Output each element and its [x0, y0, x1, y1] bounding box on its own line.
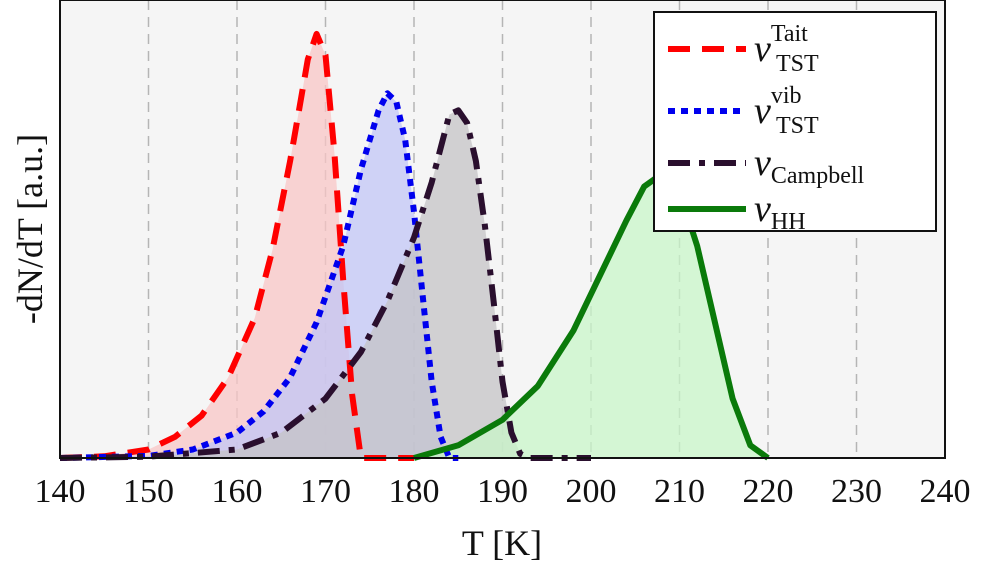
x-tick-label: 140: [35, 473, 86, 510]
x-tick-label: 210: [654, 473, 705, 510]
series-line-2: [59, 107, 591, 461]
x-axis-label: T [K]: [462, 523, 542, 563]
x-tick-label: 150: [123, 473, 174, 510]
x-tick-label: 180: [389, 473, 440, 510]
x-tick-label: 170: [300, 473, 351, 510]
legend-label-1: νvib TST: [754, 83, 819, 139]
x-tick-label: 240: [920, 473, 971, 510]
series-area-2: [60, 110, 591, 459]
x-tick-label: 200: [566, 473, 617, 510]
x-tick-labels: 140 150 160 170 180 190 200 210 220 230 240: [35, 473, 971, 510]
x-tick-label: 190: [477, 473, 528, 510]
legend-label-0: νTait TST: [754, 21, 819, 77]
series-area-3: [414, 173, 768, 458]
legend-box: [653, 11, 937, 232]
legend-label-3: νHH: [754, 188, 806, 235]
x-tick-label: 230: [831, 473, 882, 510]
x-tick-label: 160: [212, 473, 263, 510]
series-lines: [59, 30, 770, 461]
series-line-0: [59, 30, 414, 461]
plot-frame: [59, 0, 946, 459]
series-line-1: [59, 90, 459, 461]
legend-label-2: νCampbell: [754, 142, 865, 189]
series-line-3: [413, 170, 770, 461]
y-axis-label: -dN/dT [a.u.]: [10, 134, 50, 324]
x-tick-label: 220: [743, 473, 794, 510]
series-areas: [60, 33, 768, 459]
